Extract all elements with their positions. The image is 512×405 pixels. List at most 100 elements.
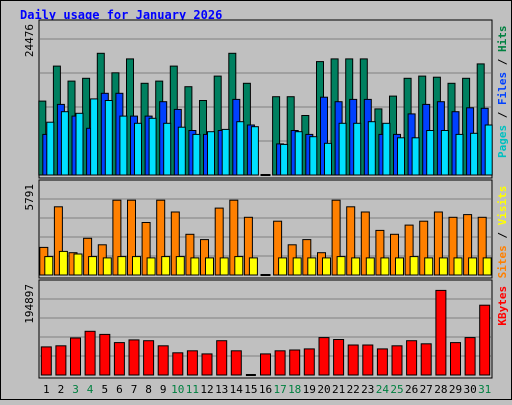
bar-kbytes-kbytes-23: [362, 344, 374, 376]
series-label-visits: Sites / Visits: [496, 186, 509, 279]
day-label-18: 18: [288, 383, 301, 396]
bar-kbytes-kbytes-21: [333, 339, 345, 376]
bar-kbytes-kbytes-31: [479, 304, 491, 376]
bar-kbytes-kbytes-13: [216, 340, 228, 376]
bar-hits-pages-15: [250, 126, 259, 176]
bar-kbytes-kbytes-16: [260, 353, 271, 376]
bar-visits-sites-26: [409, 256, 419, 276]
bar-kbytes-kbytes-28: [435, 289, 447, 376]
bar-visits-sites-9: [161, 256, 171, 276]
bar-visits-sites-7: [132, 256, 141, 276]
series-label-hits: Pages / Files / Hits: [496, 26, 509, 159]
bar-hits-pages-23: [367, 121, 376, 176]
max-value-label-hits: 24476: [23, 24, 36, 57]
bar-visits-sites-28: [438, 257, 448, 276]
series-hits-pages: [46, 98, 493, 176]
bar-visits-visits-12: [200, 239, 209, 276]
bar-kbytes-kbytes-26: [406, 340, 418, 376]
bar-kbytes-kbytes-10: [172, 352, 184, 376]
day-label-7: 7: [131, 383, 138, 396]
bar-hits-pages-25: [397, 137, 405, 176]
bar-visits-visits-11: [185, 233, 195, 276]
bar-kbytes-kbytes-4: [84, 330, 96, 376]
bar-kbytes-kbytes-7: [128, 339, 140, 376]
day-label-14: 14: [230, 383, 244, 396]
bar-visits-visits-9: [156, 199, 166, 276]
series-label-part-visits-2: Visits: [496, 186, 509, 226]
bar-hits-pages-21: [338, 122, 347, 176]
bar-hits-pages-31: [484, 124, 493, 176]
day-label-30: 30: [463, 383, 476, 396]
bar-visits-sites-18: [292, 257, 302, 276]
bar-visits-visits-10: [170, 211, 180, 276]
bar-kbytes-kbytes-14: [230, 350, 242, 376]
bar-visits-sites-8: [146, 257, 156, 276]
day-label-20: 20: [317, 383, 330, 396]
bar-kbytes-kbytes-27: [420, 343, 432, 376]
day-label-5: 5: [101, 383, 108, 396]
bar-kbytes-kbytes-25: [391, 345, 403, 376]
bar-hits-pages-29: [455, 133, 464, 176]
bar-visits-sites-22: [351, 257, 361, 276]
bar-visits-sites-19: [307, 257, 317, 276]
day-label-15: 15: [244, 383, 257, 396]
bar-visits-sites-29: [453, 257, 463, 276]
day-label-8: 8: [145, 383, 152, 396]
max-value-label-kbytes: 194897: [23, 284, 36, 324]
day-label-16: 16: [259, 383, 272, 396]
series-visits-sites: [44, 250, 492, 276]
bar-visits-sites-11: [190, 257, 200, 276]
bar-visits-visits-28: [433, 211, 443, 276]
day-label-27: 27: [420, 383, 433, 396]
bar-visits-visits-30: [463, 214, 473, 276]
series-label-part-hits-1: /: [496, 105, 509, 125]
bar-visits-visits-14: [229, 199, 239, 276]
day-labels: 1 2 3 4 5 6 7 8 9 10 11 12 13 14 15 16 17 18 19 20 21 22 23 24 2…: [43, 383, 491, 396]
bar-hits-pages-18: [294, 131, 303, 176]
bar-hits-pages-28: [440, 130, 449, 176]
series-label-part-hits-3: /: [496, 52, 509, 72]
day-label-25: 25: [390, 383, 403, 396]
panel-hits: 24476 Pages / Files / Hits: [23, 19, 509, 179]
bar-hits-pages-26: [411, 137, 420, 176]
bar-kbytes-kbytes-9: [157, 345, 169, 376]
bar-kbytes-kbytes-19: [303, 348, 315, 376]
panels-layer: 24476 Pages / Files / Hits 5791 Sites / Vis…: [23, 19, 509, 379]
bar-hits-pages-5: [104, 100, 113, 176]
series-label-part-hits-0: Pages: [496, 125, 509, 158]
bar-kbytes-kbytes-1: [40, 346, 52, 376]
day-label-19: 19: [303, 383, 316, 396]
bar-hits-pages-10: [177, 126, 186, 176]
bar-visits-visits-29: [448, 216, 458, 276]
bar-visits-sites-14: [234, 256, 244, 276]
bar-visits-visits-27: [419, 220, 429, 276]
day-label-6: 6: [116, 383, 123, 396]
bar-hits-pages-7: [134, 122, 142, 176]
bar-kbytes-kbytes-5: [99, 333, 111, 376]
bar-hits-pages-4: [90, 98, 99, 176]
day-label-3: 3: [72, 383, 79, 396]
bar-kbytes-kbytes-20: [318, 337, 330, 376]
bar-visits-sites-4: [88, 256, 98, 276]
day-label-28: 28: [434, 383, 447, 396]
day-label-9: 9: [160, 383, 167, 396]
bar-visits-sites-6: [117, 256, 127, 276]
bar-visits-sites-27: [424, 257, 434, 276]
bar-hits-pages-19: [309, 136, 318, 176]
day-label-29: 29: [449, 383, 462, 396]
bar-kbytes-kbytes-22: [347, 344, 359, 376]
bar-kbytes-kbytes-2: [55, 345, 67, 376]
bar-visits-visits-19: [302, 239, 312, 276]
bar-hits-pages-22: [353, 122, 362, 176]
bar-kbytes-kbytes-30: [464, 337, 476, 376]
bar-visits-sites-1: [44, 256, 54, 276]
bar-visits-sites-21: [336, 256, 346, 276]
bar-visits-visits-31: [477, 216, 487, 276]
bar-visits-sites-3: [73, 253, 83, 276]
series-label-part-visits-0: Sites: [496, 245, 509, 278]
bar-hits-pages-1: [46, 121, 55, 176]
day-label-12: 12: [200, 383, 213, 396]
bar-kbytes-kbytes-6: [113, 342, 125, 376]
bar-visits-sites-31: [482, 257, 492, 276]
